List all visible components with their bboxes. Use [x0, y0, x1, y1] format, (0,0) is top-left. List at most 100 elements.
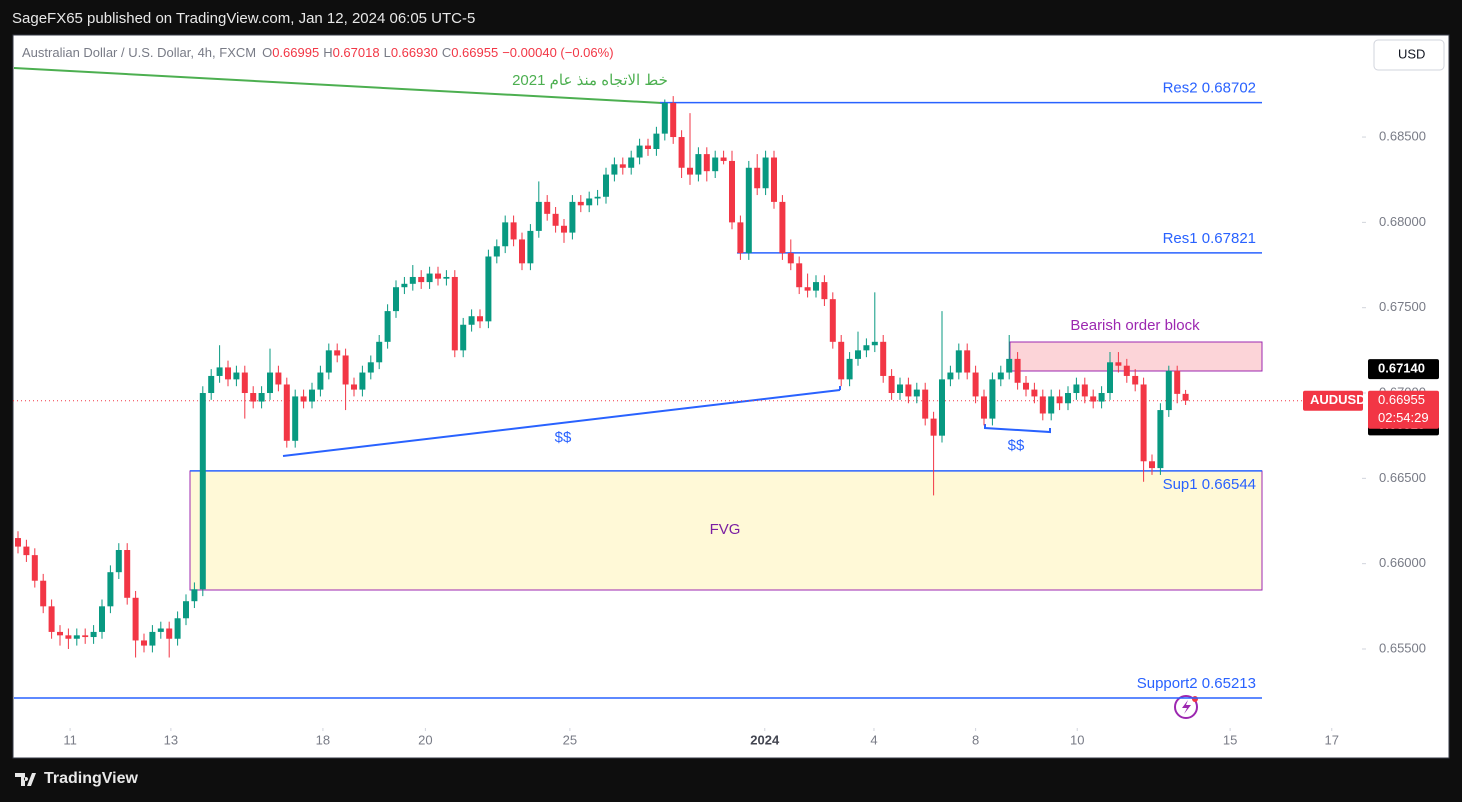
- candle-body: [275, 372, 282, 385]
- x-tick-label: 13: [164, 732, 178, 747]
- candle-body: [334, 350, 341, 356]
- candle-body: [939, 379, 945, 436]
- candle-body: [813, 282, 819, 291]
- candle-body: [1107, 362, 1113, 394]
- candle-body: [905, 384, 912, 397]
- candle-body: [821, 282, 828, 300]
- candle-body: [502, 222, 509, 247]
- candle-body: [115, 550, 122, 573]
- liquidity-label: $$: [1008, 437, 1025, 454]
- candle-body: [871, 341, 878, 346]
- candle-body: [544, 201, 551, 214]
- legend-key: L: [384, 45, 391, 60]
- candle-body: [1006, 358, 1013, 373]
- candle-body: [1031, 389, 1038, 397]
- candle-body: [241, 372, 248, 394]
- x-tick-label: 25: [563, 732, 577, 747]
- candle-body: [687, 167, 693, 175]
- publish-header: SageFX65 published on TradingView.com, J…: [12, 10, 476, 27]
- last-price-label: 0.66955: [1378, 392, 1425, 407]
- candle-body: [342, 355, 349, 385]
- candle-body: [435, 273, 441, 279]
- legend-value: 0.66995: [272, 45, 319, 60]
- candle-body: [468, 316, 475, 325]
- candle-body: [527, 230, 534, 264]
- x-tick-label: 11: [63, 732, 77, 747]
- candle-body: [57, 631, 63, 636]
- x-tick-label: 8: [972, 732, 979, 747]
- chart-panel: [12, 34, 1450, 759]
- candle-body: [1014, 358, 1021, 383]
- candle-body: [40, 580, 47, 607]
- candle-body: [199, 393, 206, 590]
- candle-body: [653, 133, 660, 149]
- candle-body: [73, 635, 80, 639]
- candle-body: [1123, 365, 1130, 376]
- candle-body: [955, 350, 962, 373]
- candle-body: [880, 341, 887, 376]
- candle-body: [712, 157, 719, 172]
- alert-icon[interactable]: [1174, 695, 1198, 719]
- candle-body: [174, 618, 181, 639]
- candle-body: [989, 379, 996, 419]
- order-block-label: Bearish order block: [1070, 317, 1200, 334]
- x-tick-label: 20: [418, 732, 432, 747]
- candle-body: [603, 174, 609, 197]
- candle-body: [1149, 461, 1155, 469]
- candle-body: [1081, 384, 1088, 397]
- candle-body: [149, 631, 156, 646]
- candle-body: [1090, 396, 1097, 402]
- candle-body: [99, 606, 105, 632]
- candle-body: [577, 201, 584, 206]
- candle-body: [737, 222, 744, 254]
- level-label: Support2 0.65213: [1137, 675, 1256, 692]
- candle-body: [216, 367, 223, 376]
- fvg-label: FVG: [710, 521, 741, 538]
- candle-body: [972, 372, 979, 397]
- candle-body: [300, 396, 307, 402]
- currency-button[interactable]: [1373, 39, 1445, 71]
- candle-body: [729, 160, 735, 223]
- x-tick-label: 18: [316, 732, 330, 747]
- candle-body: [283, 384, 290, 441]
- fvg-zone: [189, 470, 1263, 591]
- y-tick-label: 0.68000: [1379, 214, 1426, 229]
- candle-body: [477, 316, 483, 322]
- candle-body: [31, 555, 38, 581]
- x-tick-label: 15: [1223, 732, 1237, 747]
- candle-body: [351, 384, 357, 390]
- symbol-tag-label: AUDUSD: [1310, 392, 1366, 407]
- candle-body: [645, 145, 651, 149]
- candle-body: [703, 154, 710, 172]
- alert-icon-bolt: [1182, 700, 1191, 714]
- candle-body: [594, 196, 601, 199]
- candle-body: [846, 358, 853, 380]
- brand: TradingView: [44, 770, 138, 787]
- liquidity-line: [282, 389, 841, 457]
- candle-body: [409, 276, 416, 284]
- candle-body: [745, 167, 752, 254]
- candle-body: [510, 222, 517, 240]
- candle-body: [124, 550, 131, 598]
- candle-body: [384, 311, 391, 342]
- candle-body: [661, 102, 668, 134]
- candle-body: [401, 283, 408, 288]
- y-tick-label: 0.68500: [1379, 128, 1426, 143]
- candle-body: [771, 157, 777, 202]
- candle-body: [317, 372, 324, 390]
- candle-body: [183, 601, 189, 619]
- level-label: Sup1 0.66544: [1163, 476, 1256, 493]
- candle-body: [535, 201, 542, 231]
- legend-key: C: [442, 45, 451, 60]
- candle-body: [292, 396, 299, 441]
- candle-body: [157, 628, 164, 632]
- candle-body: [922, 389, 929, 419]
- candle-body: [913, 389, 920, 397]
- candle-body: [678, 137, 685, 168]
- candle-body: [897, 384, 903, 394]
- candle-body: [964, 350, 971, 373]
- candle-body: [754, 167, 761, 189]
- candle-body: [393, 287, 399, 312]
- candle-body: [359, 372, 366, 390]
